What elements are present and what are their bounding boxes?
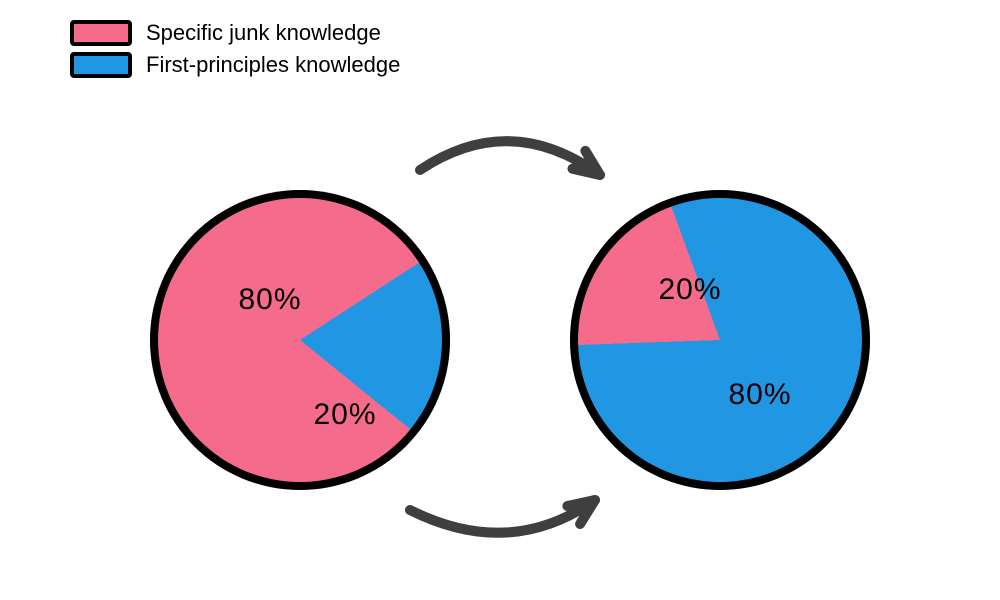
legend: Specific junk knowledge First-principles … (70, 20, 400, 84)
pie-left-slice-label: 20% (313, 398, 376, 432)
legend-label: First-principles knowledge (146, 52, 400, 78)
legend-swatch (70, 52, 132, 78)
arrow-top (380, 70, 640, 215)
pie-right-slice-label: 80% (728, 378, 791, 412)
arrow-bottom (370, 460, 635, 600)
pie-left-disc (150, 190, 450, 490)
pie-right-disc (570, 190, 870, 490)
pie-left-slice-label: 80% (238, 283, 301, 317)
pie-right-slice-label: 20% (658, 273, 721, 307)
pie-left: 80% 20% (150, 190, 450, 490)
legend-label: Specific junk knowledge (146, 20, 381, 46)
legend-item: First-principles knowledge (70, 52, 400, 78)
legend-item: Specific junk knowledge (70, 20, 400, 46)
pie-right: 20% 80% (570, 190, 870, 490)
canvas: Specific junk knowledge First-principles … (0, 0, 1000, 570)
legend-swatch (70, 20, 132, 46)
